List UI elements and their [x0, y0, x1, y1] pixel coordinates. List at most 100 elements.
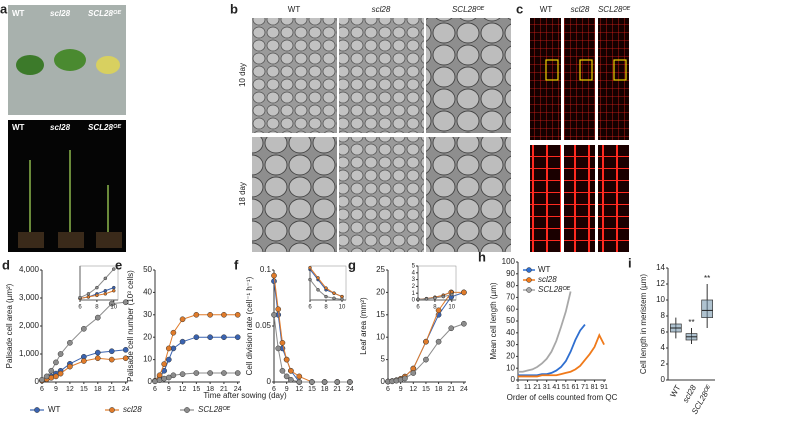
y-tick-label: 10 [506, 363, 515, 372]
y-tick-label: 0 [661, 375, 666, 384]
data-point [94, 314, 101, 321]
column-label: WT [288, 5, 301, 14]
data-point [57, 351, 64, 357]
legend-swatch [34, 407, 40, 413]
y-tick-label: 3 [412, 277, 416, 283]
legend-swatch [184, 407, 190, 413]
data-point [165, 345, 172, 352]
x-tick-label: 51 [562, 384, 570, 391]
y-tick-label: 0 [381, 377, 386, 386]
data-point [179, 371, 186, 378]
panel-a: a WT scl28 SCL28ᴼᴱ WT scl28 SCL28ᴼᴱ [0, 1, 126, 252]
data-point [112, 285, 116, 290]
data-point [234, 311, 241, 318]
data-point [283, 373, 290, 380]
y-axis-label: Cell length in meristem (µm) [639, 274, 648, 375]
data-point [193, 370, 200, 376]
plant-photo [8, 120, 126, 252]
column-label: scl28 [571, 5, 590, 14]
y-tick-label: 2 [412, 284, 416, 290]
y-tick-label: 10 [376, 332, 385, 341]
data-point [221, 334, 227, 341]
y-tick-label: 8 [661, 311, 666, 320]
x-tick-label: 21 [333, 386, 341, 393]
x-tick-label: 18 [94, 386, 102, 393]
label: SCL28ᴼᴱ [88, 123, 122, 132]
data-point [347, 379, 353, 385]
y-tick-label: 1,000 [19, 349, 40, 358]
data-point [271, 311, 277, 318]
data-point [207, 311, 213, 318]
data-point [122, 355, 129, 362]
x-tick-label: 6 [416, 305, 420, 311]
data-point [316, 288, 320, 292]
x-tick-label: 12 [66, 386, 74, 393]
y-tick-label: 0.05 [255, 321, 271, 330]
data-point [221, 370, 227, 376]
y-tick-label: 10 [143, 355, 152, 364]
y-tick-label: 60 [506, 304, 515, 313]
y-tick-label: 12 [656, 279, 665, 288]
x-tick-label: 21 [108, 386, 116, 393]
data-point [332, 291, 336, 295]
data-point [448, 325, 455, 332]
data-point [108, 356, 115, 363]
data-point [275, 306, 282, 313]
data-point [324, 286, 328, 290]
annotation: ** [688, 318, 694, 327]
data-point [324, 294, 328, 299]
x-tick-label: 6 [40, 386, 44, 393]
x-tick-label: 8 [433, 305, 437, 311]
y-tick-label: 0 [267, 377, 272, 386]
x-tick-label: 24 [234, 386, 242, 393]
data-point [221, 311, 227, 318]
x-axis-label: Order of cells counted from QC [507, 393, 618, 402]
y-tick-label: 20 [506, 352, 515, 361]
label: WT [12, 123, 25, 132]
y-tick-label: 1 [412, 291, 416, 297]
x-tick-label: 81 [591, 384, 599, 391]
y-tick-label: 10 [656, 295, 665, 304]
data-point [271, 272, 277, 279]
legend-label: WT [48, 405, 61, 414]
data-point [122, 346, 129, 353]
data-point [165, 374, 172, 381]
data-point [78, 295, 82, 300]
x-tick-label: 10 [448, 305, 455, 311]
y-tick-label: 0 [511, 375, 516, 384]
data-point [275, 345, 282, 352]
y-tick-label: 50 [143, 265, 152, 274]
data-point [161, 361, 168, 367]
data-point [402, 375, 408, 382]
panel-label: b [230, 1, 238, 16]
data-point [340, 297, 344, 302]
label: WT [12, 9, 25, 18]
data-point [283, 356, 290, 363]
data-point [57, 370, 64, 377]
x-tick-label: 9 [399, 386, 403, 393]
inset-frame [417, 265, 457, 301]
y-tick-label: 100 [502, 257, 516, 266]
y-tick-label: 14 [656, 263, 665, 272]
y-tick-label: 4 [661, 343, 666, 352]
panel-label: a [0, 1, 8, 16]
legend-label: WT [538, 265, 551, 274]
panel-c: c WT scl28 SCL28ᴼᴱ [516, 1, 630, 252]
series-line [518, 291, 572, 373]
y-tick-label: 20 [143, 332, 152, 341]
data-point [288, 367, 294, 374]
x-tick-label: 15 [192, 386, 200, 393]
data-point [152, 378, 158, 385]
series-line [309, 267, 343, 298]
y-tick-label: 0 [35, 377, 40, 386]
data-point [95, 285, 99, 290]
panel-label: f [234, 257, 239, 272]
y-tick-label: 0.1 [260, 265, 272, 274]
x-tick-label: 6 [272, 386, 276, 393]
x-tick-label: 31 [543, 384, 551, 391]
data-point [80, 358, 87, 364]
data-point [103, 288, 108, 293]
y-tick-label: 5 [381, 355, 386, 364]
data-point [410, 370, 417, 376]
inset-frame [309, 265, 347, 301]
